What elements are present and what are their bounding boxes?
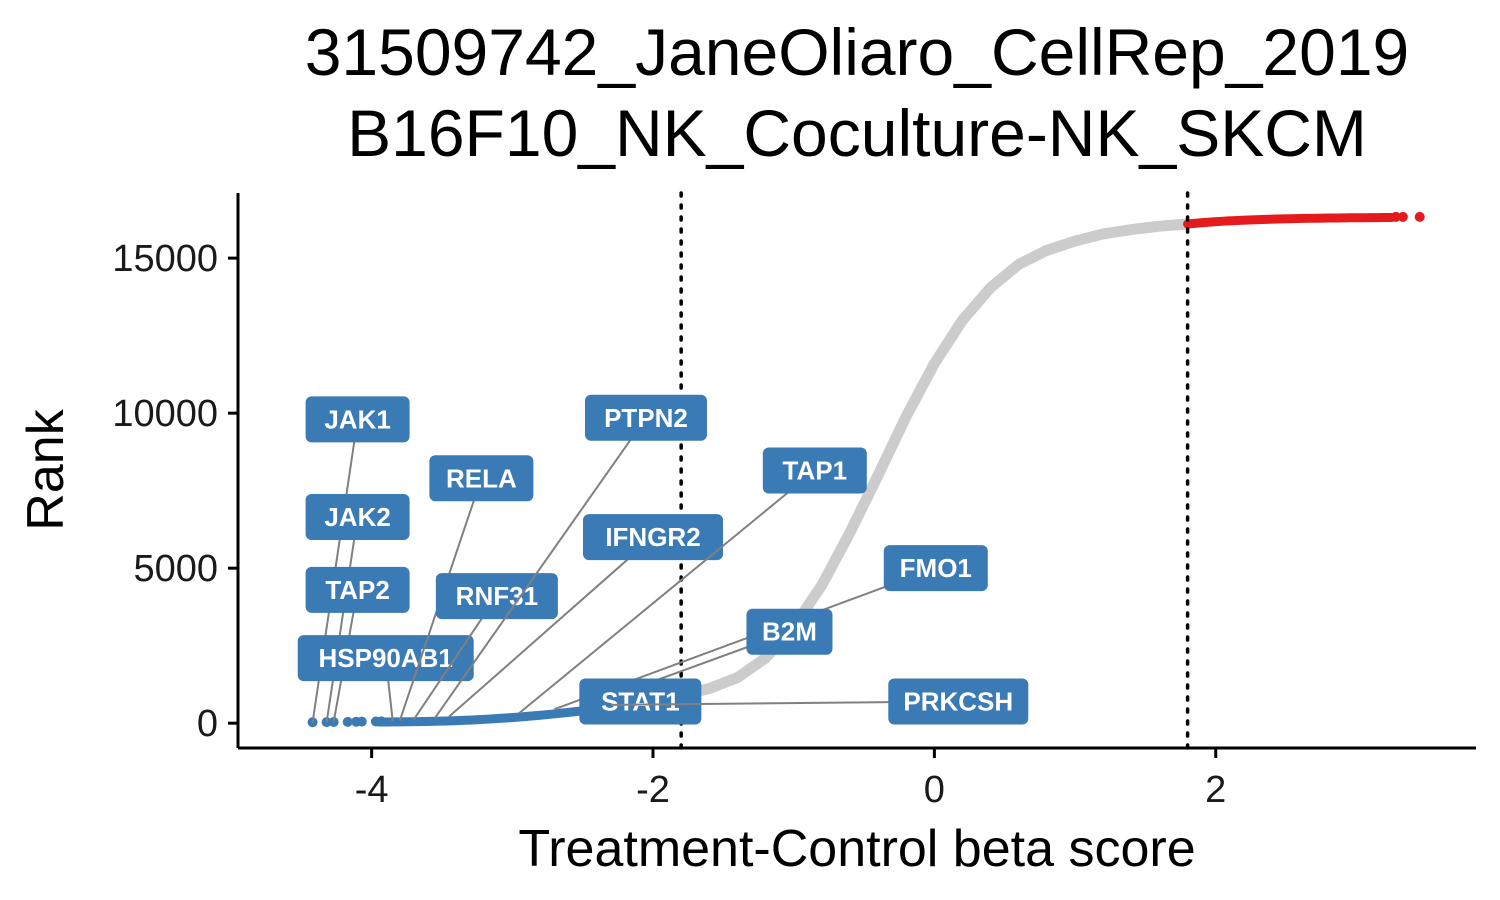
leader-line: [434, 417, 647, 719]
chart-title-line2: B16F10_NK_Coculture-NK_SKCM: [347, 96, 1367, 170]
depleted-gene-point: [356, 716, 367, 727]
neutral-gene-points: [675, 218, 1194, 701]
leader-line: [448, 536, 654, 718]
gene-label-stat1: STAT1: [579, 678, 702, 725]
gene-label-tap2: TAP2: [305, 566, 410, 613]
y-axis-title: Rank: [17, 408, 75, 530]
y-tick-label: 10000: [112, 393, 218, 435]
gene-label-box: [762, 447, 867, 494]
gene-label-text: TAP1: [783, 456, 848, 486]
gene-label-box: [305, 396, 410, 443]
gene-label-rela: RELA: [429, 455, 534, 502]
gene-label-box: [583, 514, 724, 561]
gene-labels: JAK1 JAK2 TAP2 HSP90AB1 RELA RNF31 PTPN2 IFNGR2…: [297, 394, 1029, 725]
leader-line: [518, 469, 816, 714]
gene-label-box: [305, 494, 410, 541]
gene-label-box: [579, 678, 702, 725]
gene-label-text: RELA: [446, 463, 517, 493]
enriched-gene-points: [1183, 213, 1397, 229]
gene-label-box: [435, 573, 558, 620]
gene-label-ptpn2: PTPN2: [584, 394, 707, 441]
leader-line: [325, 516, 359, 723]
gene-label-ifngr2: IFNGR2: [583, 514, 724, 561]
gene-label-text: FMO1: [900, 553, 972, 583]
gene-label-box: [746, 608, 833, 655]
gene-label-text: STAT1: [601, 686, 679, 716]
gene-label-jak1: JAK1: [305, 396, 410, 443]
depleted-gene-point: [342, 716, 353, 727]
x-axis-title: Treatment-Control beta score: [518, 820, 1195, 878]
gene-label-text: JAK1: [324, 404, 390, 434]
plot-area: JAK1 JAK2 TAP2 HSP90AB1 RELA RNF31 PTPN2 IFNGR2…: [297, 191, 1425, 750]
gene-label-prkcsh: PRKCSH: [888, 678, 1029, 725]
gene-label-rnf31: RNF31: [435, 573, 558, 620]
gene-label-box: [584, 394, 707, 441]
gene-label-text: B2M: [762, 617, 817, 647]
x-tick-label: -2: [636, 769, 670, 811]
gene-label-hsp90ab1: HSP90AB1: [297, 635, 474, 682]
gene-label-text: JAK2: [324, 502, 390, 532]
gene-label-box: [429, 455, 534, 502]
gene-label-text: RNF31: [456, 581, 538, 611]
enriched-gene-point: [1390, 211, 1401, 222]
x-axis-ticks: -4 -2 0 2: [355, 748, 1226, 811]
y-tick-label: 0: [197, 703, 218, 745]
gene-label-box: [883, 545, 988, 592]
gene-label-text: PTPN2: [604, 403, 688, 433]
gene-label-tap1: TAP1: [762, 447, 867, 494]
y-tick-label: 5000: [133, 548, 218, 590]
depleted-gene-point: [328, 717, 339, 728]
x-tick-label: -4: [355, 769, 389, 811]
gene-label-box: [305, 566, 410, 613]
y-tick-label: 15000: [112, 238, 218, 280]
x-tick-label: 0: [924, 769, 945, 811]
gene-label-box: [888, 678, 1029, 725]
enriched-gene-point: [1414, 211, 1425, 222]
gene-label-text: IFNGR2: [605, 522, 700, 552]
chart-title-line1: 31509742_JaneOliaro_CellRep_2019: [305, 15, 1410, 89]
x-tick-label: 2: [1205, 769, 1226, 811]
depleted-gene-point: [376, 716, 387, 727]
y-axis-ticks: 0 5000 10000 15000: [112, 238, 238, 745]
gene-label-box: [297, 635, 474, 682]
enriched-gene-point: [1397, 211, 1408, 222]
gene-label-jak2: JAK2: [305, 494, 410, 541]
gene-label-b2m: B2M: [746, 608, 833, 655]
gene-label-fmo1: FMO1: [883, 545, 988, 592]
gene-label-text: TAP2: [325, 575, 390, 605]
gene-label-text: PRKCSH: [903, 686, 1013, 716]
gene-label-text: HSP90AB1: [319, 643, 453, 673]
